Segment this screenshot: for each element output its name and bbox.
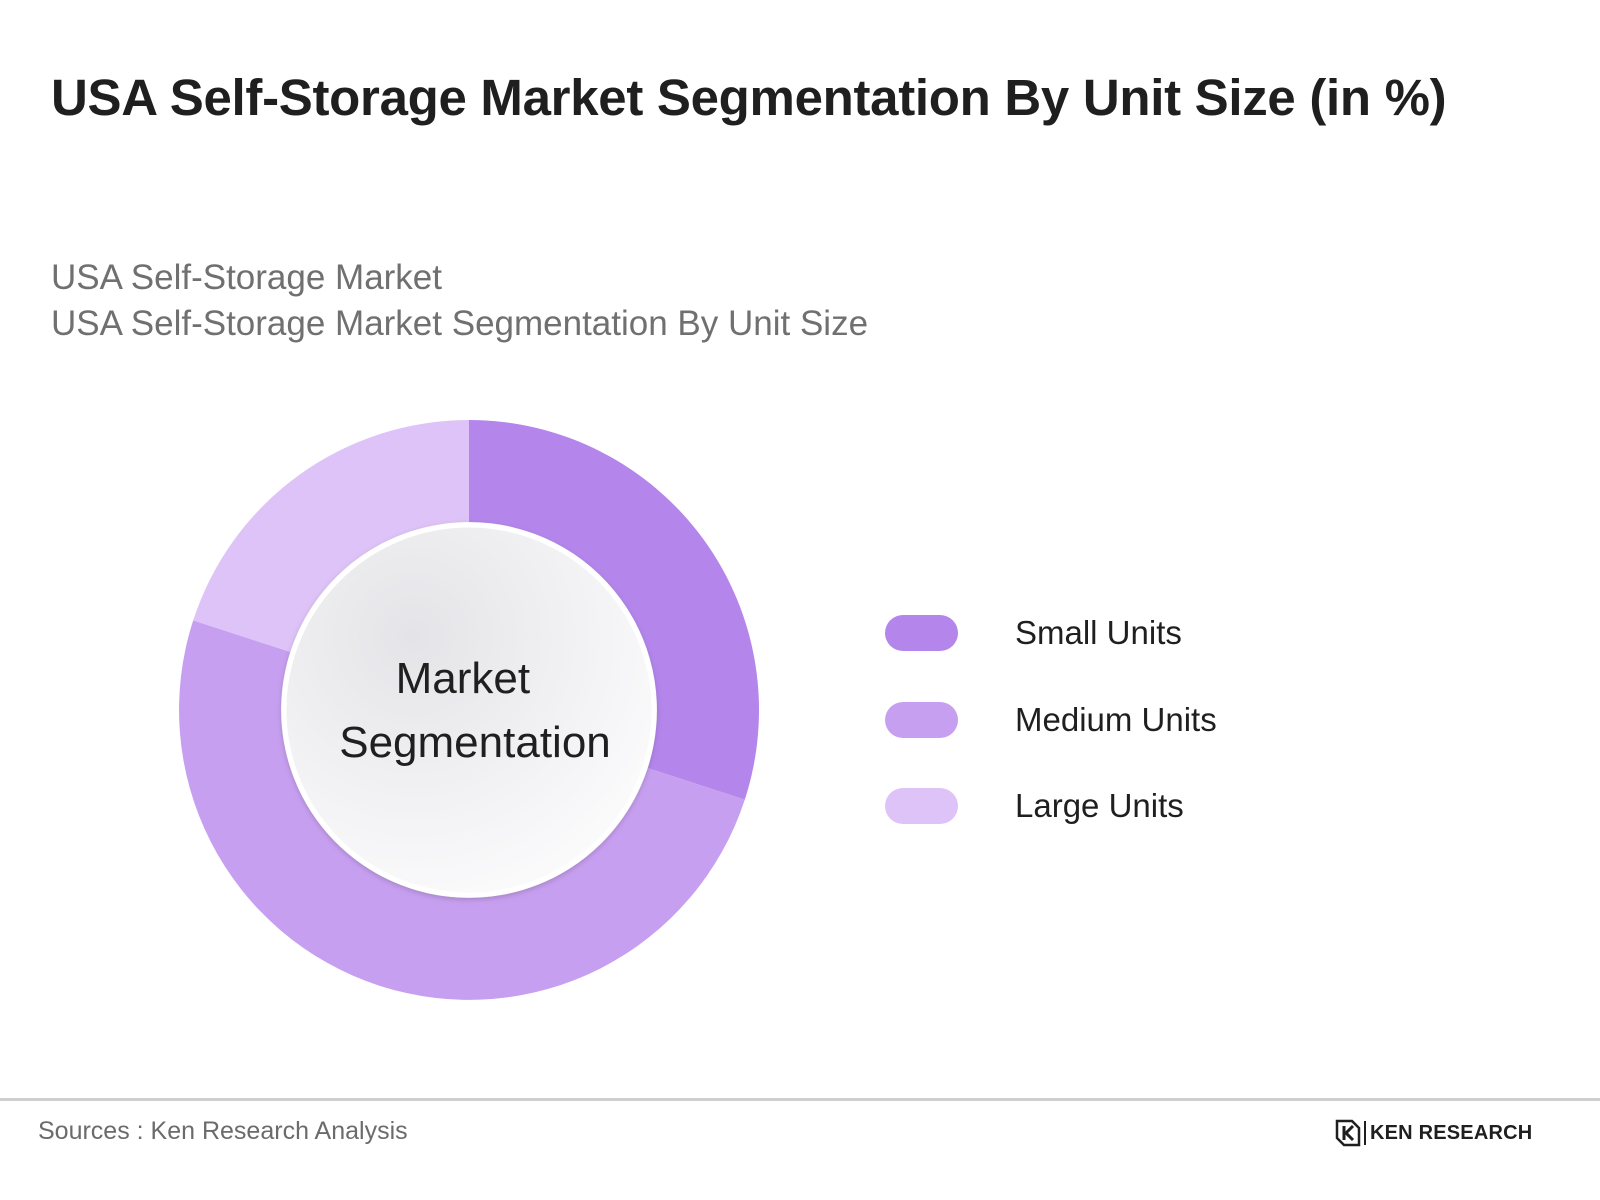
legend-item-medium-units: Medium Units [885,677,1217,764]
donut-center-label-line-2: Segmentation [339,718,611,767]
legend-label-medium-units: Medium Units [1015,700,1217,738]
donut-slice-small-units [469,420,759,800]
footer-divider [0,1098,1600,1101]
ken-research-logo-text: KEN RESEARCH [1370,1121,1533,1144]
legend-swatch-medium-units [885,701,958,738]
chart-subtitle-line-2: USA Self-Storage Market Segmentation By … [51,304,869,343]
legend-item-small-units: Small Units [885,590,1217,677]
legend-swatch-large-units [885,788,958,825]
chart-title: USA Self-Storage Market Segmentation By … [51,69,1447,126]
legend-label-large-units: Large Units [1015,787,1184,825]
donut-slice-large-units [193,420,469,652]
legend-swatch-small-units [885,615,958,652]
legend-label-small-units: Small Units [1015,614,1182,652]
ken-research-logo: KEN RESEARCH [1335,1119,1532,1147]
ken-research-logo-icon [1335,1119,1361,1147]
donut-slices [179,420,759,1000]
donut-center [281,522,657,898]
ken-research-logo-separator [1364,1121,1366,1145]
legend-item-large-units: Large Units [885,763,1217,850]
chart-legend: Small Units Medium Units Large Units [885,610,1217,850]
donut-center-label: Market Segmentation [339,654,611,767]
donut-center-label-line-1: Market [396,654,530,703]
chart-subtitle-line-1: USA Self-Storage Market [51,258,442,297]
donut-chart: Market Segmentation [179,420,759,1000]
source-note: Sources : Ken Research Analysis [38,1117,408,1145]
donut-slice-medium-units [179,620,745,1000]
